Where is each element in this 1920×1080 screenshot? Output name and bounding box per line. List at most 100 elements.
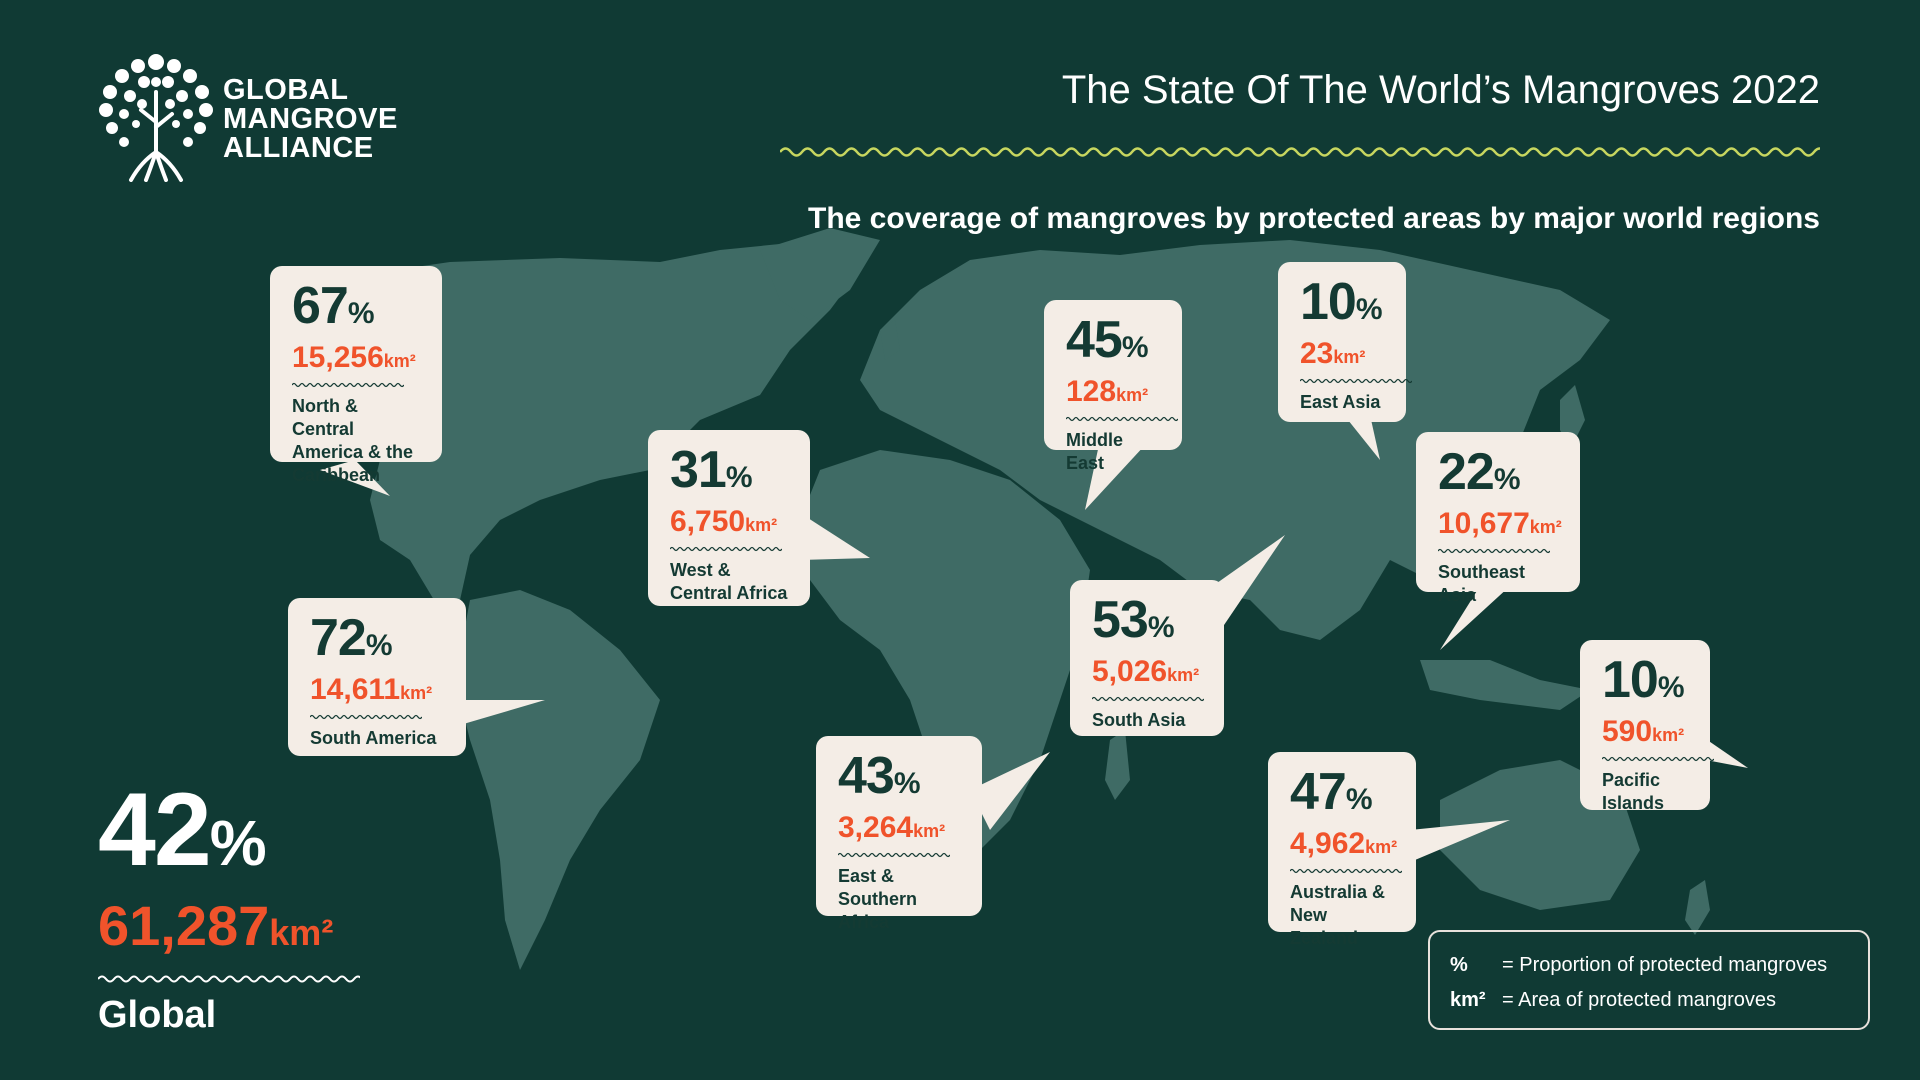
region-percent-unit: % [347, 297, 375, 330]
region-area: 5,026km² [1092, 654, 1204, 693]
africa-landmass [800, 450, 1090, 850]
region-card: 47% 4,962km² Australia & New Zealand [1268, 752, 1416, 948]
region-percent-value: 47 [1290, 763, 1347, 821]
region-area-unit: km² [1529, 517, 1562, 537]
region-area-value: 3,264 [838, 811, 914, 844]
region-area-unit: km² [383, 351, 416, 371]
region-divider-wave [670, 546, 782, 552]
region-percent-value: 22 [1438, 443, 1495, 501]
region-area-unit: km² [400, 683, 433, 703]
region-percent-value: 43 [838, 747, 895, 805]
region-name: Pacific Islands [1602, 769, 1690, 815]
chart-subtitle: The coverage of mangroves by protected a… [808, 202, 1820, 235]
region-percent-unit: % [1147, 611, 1175, 644]
region-percent-unit: % [1355, 293, 1383, 326]
new-zealand-landmass [1685, 880, 1710, 935]
region-name: East & Southern Africa [838, 865, 962, 934]
region-card: 43% 3,264km² East & Southern Africa [816, 736, 982, 932]
region-percent: 43% [838, 750, 962, 810]
region-percent-value: 72 [310, 609, 367, 667]
global-percent-unit: % [209, 807, 267, 879]
region-percent-value: 31 [670, 441, 727, 499]
region-percent-unit: % [1121, 331, 1149, 364]
title-divider-wave [780, 147, 1820, 157]
region-area-value: 6,750 [670, 505, 746, 538]
region-name-line: Islands [1602, 793, 1665, 813]
region-area-value: 10,677 [1438, 507, 1530, 540]
indonesia-landmass [1420, 660, 1590, 710]
region-card: 67% 15,256km² North & Central America & the… [270, 266, 442, 485]
region-area: 6,750km² [670, 504, 790, 543]
region-area: 3,264km² [838, 810, 962, 849]
global-area-value: 61,287 [98, 894, 270, 957]
region-divider-wave [1290, 868, 1402, 874]
region-divider-wave [1092, 696, 1204, 702]
region-percent-unit: % [365, 629, 393, 662]
region-card: 72% 14,611km² South America [288, 598, 466, 756]
region-card: 10% 23km² East Asia [1278, 262, 1412, 422]
card-pointer [1340, 410, 1380, 460]
madagascar-landmass [1105, 730, 1130, 800]
logo-line-1: GLOBAL [223, 74, 349, 106]
region-area: 15,256km² [292, 340, 422, 379]
region-name: Southeast Asia [1438, 561, 1560, 607]
region-card: 22% 10,677km² Southeast Asia [1416, 432, 1580, 605]
region-name-line: North & Central [292, 396, 358, 439]
global-area-unit: km² [269, 912, 334, 953]
legend-row-percent: % = Proportion of protected mangroves [1450, 948, 1848, 983]
region-area: 128km² [1066, 374, 1162, 413]
region-divider-wave [310, 714, 422, 720]
card-pointer [1410, 820, 1510, 860]
region-divider-wave [838, 852, 950, 858]
region-name-line: East & [838, 866, 895, 886]
global-percent: 42% [98, 778, 360, 893]
south-america-landmass [455, 590, 660, 970]
greenland-landmass [760, 228, 880, 320]
region-area-unit: km² [1333, 347, 1366, 367]
region-percent: 67% [292, 280, 422, 340]
region-name-line: South Asia [1092, 710, 1186, 730]
logo-line-3: ALLIANCE [223, 132, 374, 164]
region-area: 4,962km² [1290, 826, 1397, 865]
card-pointer [460, 700, 545, 725]
region-divider-wave [1438, 548, 1550, 554]
region-percent-unit: % [893, 767, 921, 800]
region-divider-wave [1300, 378, 1412, 384]
region-area: 10,677km² [1438, 506, 1562, 545]
region-percent-unit: % [1345, 783, 1373, 816]
region-name: East Asia [1300, 391, 1386, 414]
legend-text-percent: = Proportion of protected mangroves [1502, 954, 1828, 976]
global-label: Global [98, 994, 217, 1036]
region-area-value: 14,611 [310, 673, 401, 706]
card-pointer [1440, 586, 1510, 650]
region-name-line: Middle East [1066, 430, 1123, 473]
region-name: South America [310, 727, 446, 750]
legend: % = Proportion of protected mangroves km²… [1428, 930, 1870, 1030]
region-area-unit: km² [1116, 385, 1149, 405]
region-percent-unit: % [1493, 463, 1521, 496]
region-percent-value: 67 [292, 277, 349, 335]
region-card: 10% 590km² Pacific Islands [1580, 640, 1714, 813]
uk-landmass [880, 320, 900, 360]
card-pointer [970, 752, 1050, 830]
page-title: The State Of The World’s Mangroves 2022 [1061, 68, 1820, 112]
region-percent-value: 45 [1066, 311, 1123, 369]
region-name-line: America & the [292, 442, 414, 462]
logo-line-2: MANGROVE [223, 103, 398, 135]
global-summary: 42% 61,287km² Global [98, 778, 360, 1037]
region-area-value: 15,256 [292, 341, 384, 374]
region-area-value: 128 [1066, 375, 1117, 408]
region-name-line: South America [310, 728, 437, 748]
region-area: 23km² [1300, 336, 1386, 375]
region-percent-unit: % [725, 461, 753, 494]
region-percent-value: 10 [1602, 651, 1659, 709]
region-divider-wave [292, 382, 404, 388]
region-name-line: East Asia [1300, 392, 1381, 412]
global-percent-value: 42 [98, 772, 212, 888]
region-name: West & Central Africa [670, 559, 790, 605]
mangrove-tree-icon [99, 54, 213, 182]
card-pointer [1085, 440, 1145, 510]
region-card: 53% 5,026km² South Asia [1070, 580, 1224, 736]
legend-key-percent: % [1450, 954, 1468, 976]
